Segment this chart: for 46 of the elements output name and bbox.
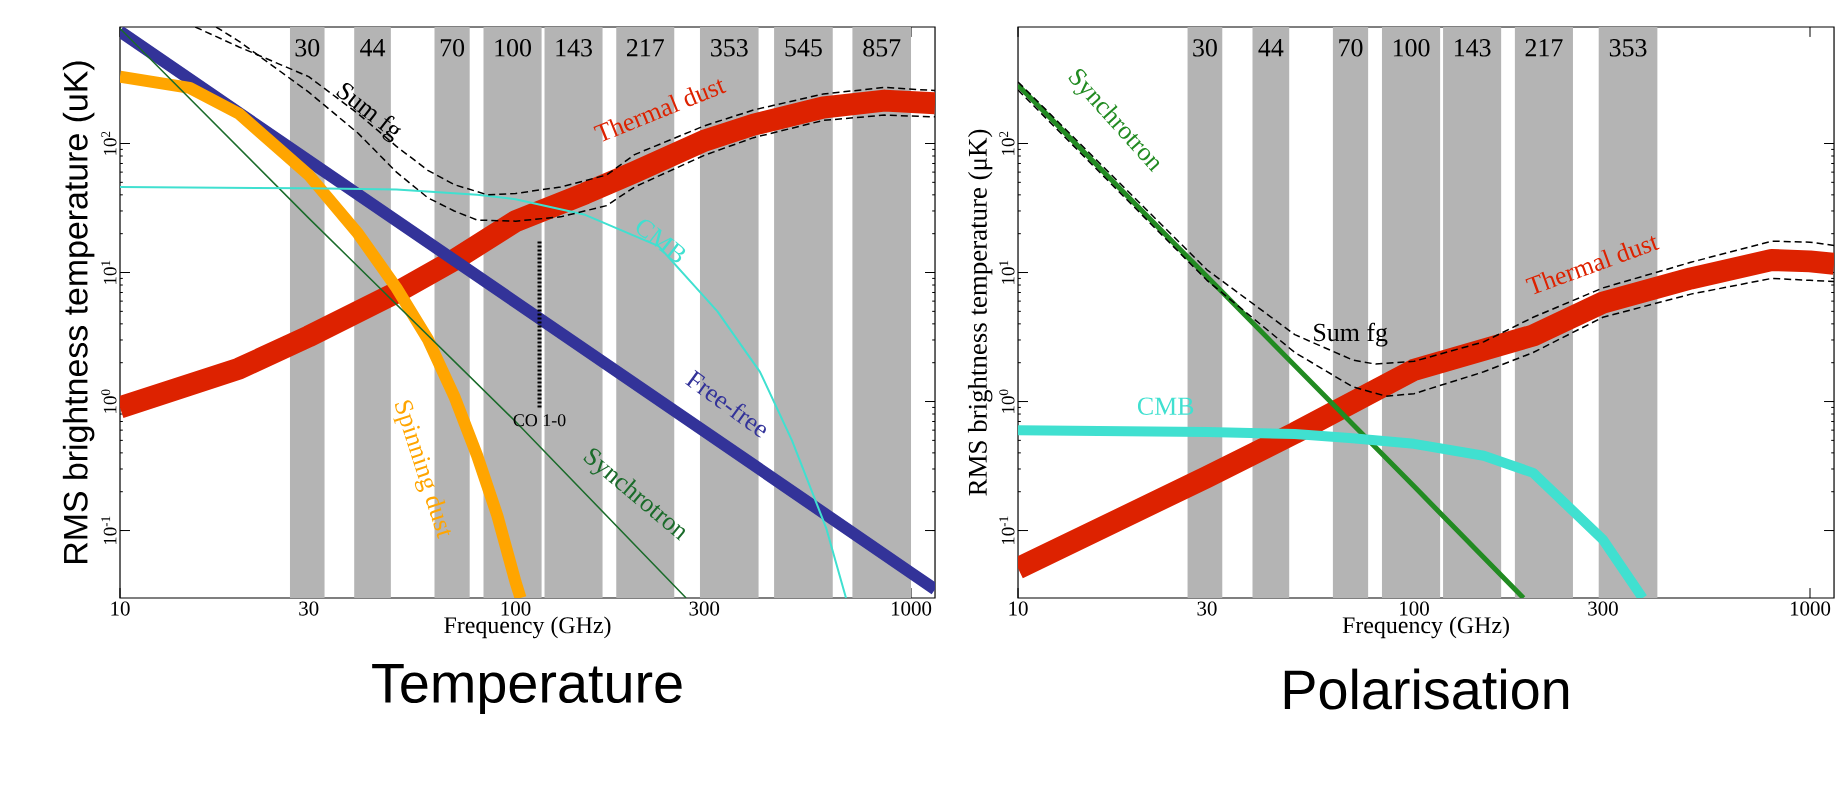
text: Sum fg (336, 82, 402, 143)
y-tick-label: 10$^{0}$ (101, 389, 117, 413)
band-label: 30 (295, 39, 320, 57)
x-tick-label: 300 (689, 601, 720, 616)
band-label: 143 (556, 39, 592, 57)
text: CMB (636, 219, 686, 263)
band-label: 217 (1525, 39, 1563, 57)
band-label: 30 (1193, 39, 1217, 57)
x-tick-label: 10 (111, 601, 130, 616)
x-axis-title: Frequency (GHz) (444, 616, 611, 639)
x-tick-label: 100 (1400, 601, 1429, 616)
series-label: CO 1-0 (513, 414, 566, 427)
y-tick-label: 10$^{-1}$ (101, 516, 117, 545)
text: Polarisation (1284, 668, 1569, 710)
text: Temperature (372, 664, 682, 715)
y-tick-label: 10$^{2}$ (999, 131, 1015, 155)
band-label: 100 (495, 39, 531, 57)
y-tick-label: 10$^{1}$ (999, 260, 1015, 284)
x-tick-label: 1000 (1790, 601, 1831, 616)
series-label: Sum fg (1314, 322, 1388, 347)
band-label: 353 (711, 39, 748, 57)
band-label: 353 (1609, 39, 1647, 57)
band-label: 143 (1454, 39, 1491, 57)
band-label: 70 (440, 39, 465, 57)
y-tick-label: 10$^{2}$ (101, 131, 117, 155)
x-tick-label: 1000 (891, 601, 932, 616)
band-label: 857 (863, 39, 901, 57)
band-label: 44 (360, 39, 386, 57)
series-label: CMB (1137, 397, 1194, 415)
text: Spinning dust (393, 400, 452, 539)
y-tick-label: 10$^{1}$ (101, 260, 117, 284)
x-tick-label: 300 (1588, 601, 1618, 616)
x-axis-title: Frequency (GHz) (1342, 616, 1509, 639)
x-tick-label: 100 (501, 601, 531, 616)
x-tick-label: 30 (299, 601, 319, 616)
band-label: 545 (785, 39, 822, 57)
x-tick-label: 10 (1009, 601, 1028, 616)
y-axis-title: RMS brightness temperature (uK) (62, 61, 95, 563)
band-label: 70 (1339, 39, 1363, 57)
band-label: 100 (1393, 39, 1430, 57)
y-tick-label: 10$^{-1}$ (999, 516, 1015, 545)
band-label: 217 (626, 39, 664, 57)
y-tick-label: 10$^{0}$ (999, 389, 1015, 413)
y-axis-title: RMS brightness temperature (μK) (967, 129, 993, 496)
band-label: 44 (1258, 39, 1284, 57)
x-tick-label: 30 (1197, 601, 1217, 616)
